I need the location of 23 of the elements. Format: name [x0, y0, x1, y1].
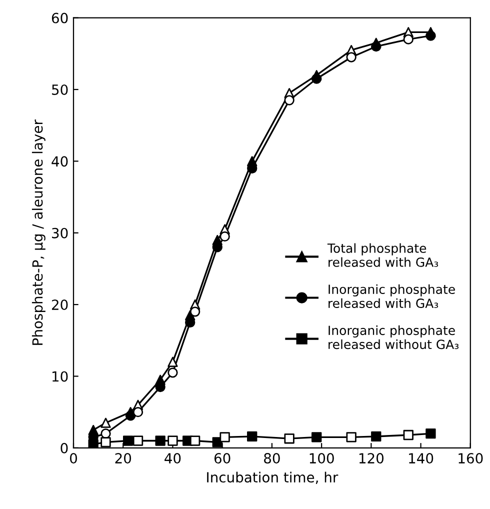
x-tick-label: 140	[409, 453, 434, 464]
y-tick-label: 30	[52, 228, 68, 238]
y-tick-label: 10	[52, 371, 68, 382]
x-tick-label: 40	[164, 453, 181, 464]
y-tick-label: 20	[52, 300, 68, 310]
x-tick-label: 0	[70, 453, 77, 464]
point	[100, 418, 111, 428]
y-tick-label: 40	[52, 156, 68, 167]
x-axis-title: Incubation time, hr	[207, 472, 338, 484]
x-tick-label: 100	[310, 453, 334, 464]
x-tick-label: 160	[458, 453, 483, 464]
legend-label: Inorganic phosphate released without GA₃	[328, 325, 459, 350]
x-tick-label: 80	[264, 453, 280, 464]
y-axis-title: Phosphate-P, μg / aleurone layer	[32, 120, 46, 345]
x-tick-label: 120	[359, 453, 384, 464]
legend-label: Total phosphate released with GA₃	[327, 243, 438, 267]
y-tick-label: 0	[60, 442, 68, 454]
x-tick-label: 60	[214, 453, 230, 464]
point	[168, 356, 178, 367]
x-tick-label: 20	[115, 453, 132, 464]
legend-label: Inorganic phosphate released with GA₃	[328, 284, 455, 308]
y-tick-label: 60	[52, 12, 68, 24]
y-tick-label: 50	[52, 84, 68, 95]
